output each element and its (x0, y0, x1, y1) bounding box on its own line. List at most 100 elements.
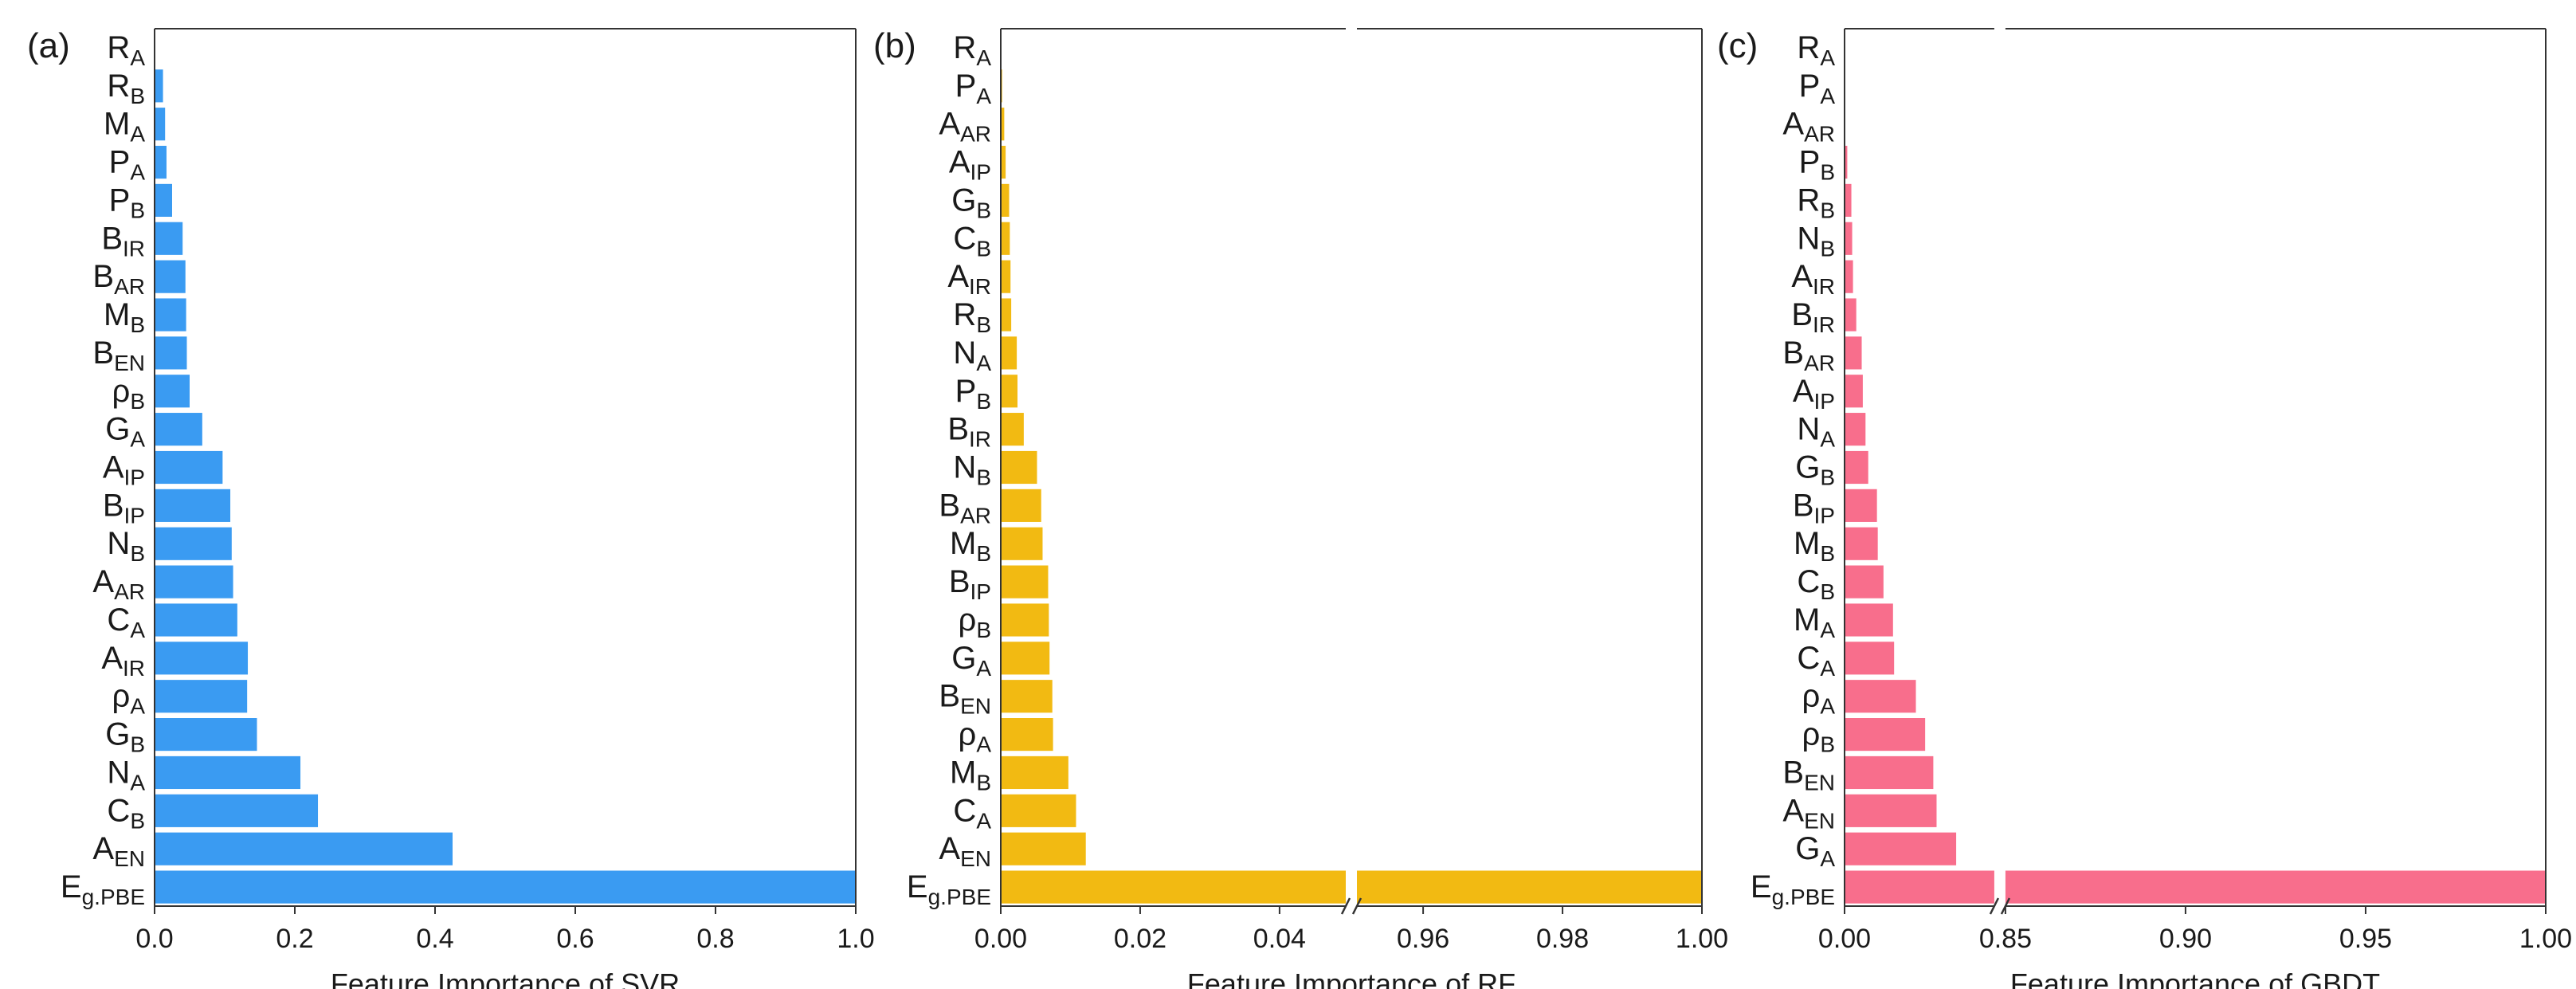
x-tick-label: 0.0 (135, 924, 173, 954)
category-label: MB (950, 755, 991, 795)
category-label: Eg.PBE (907, 869, 991, 909)
category-label: GB (1795, 450, 1835, 490)
category-label: BIR (947, 412, 991, 452)
bar-a-ar (155, 565, 233, 599)
category-label: BIR (101, 221, 145, 261)
bar-a-en (155, 832, 453, 865)
category-label: ρA (1802, 679, 1836, 719)
bar-m-b (1845, 527, 1878, 560)
bar-rho-b (1845, 718, 1926, 752)
category-label: GA (1795, 831, 1835, 871)
bar-a-ir (155, 642, 249, 675)
bar-g-b (1001, 183, 1010, 217)
bar-a-ar (1001, 108, 1005, 141)
category-label: RB (107, 69, 145, 108)
bar-a-en (1001, 832, 1086, 865)
bar-rho-a (1845, 680, 1916, 713)
bar-b-ir (155, 222, 183, 255)
x-tick-label: 0.95 (2339, 924, 2392, 954)
bar-n-b (1845, 222, 1853, 255)
x-tick-label: 1.00 (2519, 924, 2572, 954)
bar-b-ir (1845, 298, 1857, 332)
bar-b-en (1001, 680, 1053, 713)
x-axis-title: Feature Importance of SVR (331, 967, 680, 989)
plot-frame (2005, 28, 2546, 907)
category-label: CB (953, 221, 991, 261)
category-label: AEN (92, 831, 145, 871)
category-label: PA (955, 69, 992, 108)
panel-label: (c) (1717, 26, 1758, 65)
category-label: PB (109, 182, 145, 222)
bar-rho-a (1001, 718, 1053, 752)
bar-m-a (1845, 603, 1893, 637)
category-label: AEN (1782, 793, 1835, 833)
category-label: MB (1794, 526, 1835, 566)
bar-m-a (155, 108, 166, 141)
bar-e-g-pbe (1001, 870, 1346, 904)
x-tick-label: 0.90 (2159, 924, 2212, 954)
bar-c-a (155, 603, 237, 637)
category-label: GB (951, 182, 991, 222)
x-tick-label: 0.04 (1253, 924, 1306, 954)
bar-p-a (155, 145, 167, 179)
bar-a-en (1845, 794, 1937, 827)
category-label: NB (953, 450, 991, 490)
category-label: RB (953, 297, 991, 337)
bar-a-ip (1001, 145, 1006, 179)
category-label: AAR (939, 107, 991, 147)
category-label: NA (1797, 412, 1835, 452)
bar-b-ar (155, 260, 186, 293)
category-label: CA (1797, 641, 1835, 681)
category-label: BEN (939, 679, 991, 719)
category-label: GA (105, 412, 145, 452)
category-label: PB (955, 374, 991, 414)
category-label: CA (107, 602, 145, 642)
category-label: GB (105, 717, 145, 757)
category-label: ρB (959, 602, 991, 642)
x-tick-label: 1.00 (1676, 924, 1728, 954)
category-label: NB (1797, 221, 1835, 261)
bar-m-b (1001, 527, 1043, 560)
x-tick-label: 1.0 (837, 924, 874, 954)
category-label: RB (1797, 182, 1835, 222)
x-tick-label: 0.02 (1114, 924, 1166, 954)
bar-b-ar (1845, 336, 1862, 370)
bar-b-ip (155, 489, 231, 522)
category-label: ρB (1802, 717, 1835, 757)
bar-c-a (1845, 642, 1895, 675)
bar-b-ip (1845, 489, 1877, 522)
category-label: AEN (939, 831, 991, 871)
category-label: ρB (112, 374, 145, 414)
bar-e-g-pbe (155, 870, 856, 904)
plot-frame (1357, 28, 1702, 907)
x-tick-label: 0.00 (974, 924, 1027, 954)
category-label: MB (104, 297, 145, 337)
bar-b-en (1845, 755, 1934, 790)
category-label: BIR (1791, 297, 1835, 337)
category-label: BAR (92, 259, 145, 299)
category-label: Eg.PBE (1751, 869, 1835, 909)
category-label: AIR (101, 641, 145, 681)
bar-r-b (155, 69, 163, 103)
bar-c-a (1001, 794, 1076, 827)
bar-e-g-pbe (2005, 870, 2546, 904)
category-label: BAR (939, 488, 991, 528)
category-label: BEN (1782, 755, 1835, 795)
category-label: NA (953, 336, 991, 375)
category-label: MB (950, 526, 991, 566)
bar-n-b (155, 527, 232, 560)
bar-b-ip (1001, 565, 1049, 599)
bar-a-ip (155, 450, 223, 485)
category-label: BIP (1793, 488, 1835, 528)
category-label: PA (1799, 69, 1836, 108)
bar-n-a (1845, 413, 1866, 446)
bar-m-b (1001, 755, 1068, 790)
category-label: PB (1799, 145, 1835, 185)
category-label: Eg.PBE (61, 869, 145, 909)
x-tick-label: 0.98 (1536, 924, 1589, 954)
bar-c-b (155, 794, 319, 827)
category-label: GA (951, 641, 991, 681)
bar-r-b (1845, 183, 1852, 217)
bar-r-b (1001, 298, 1012, 332)
bar-e-g-pbe (1845, 870, 1994, 904)
